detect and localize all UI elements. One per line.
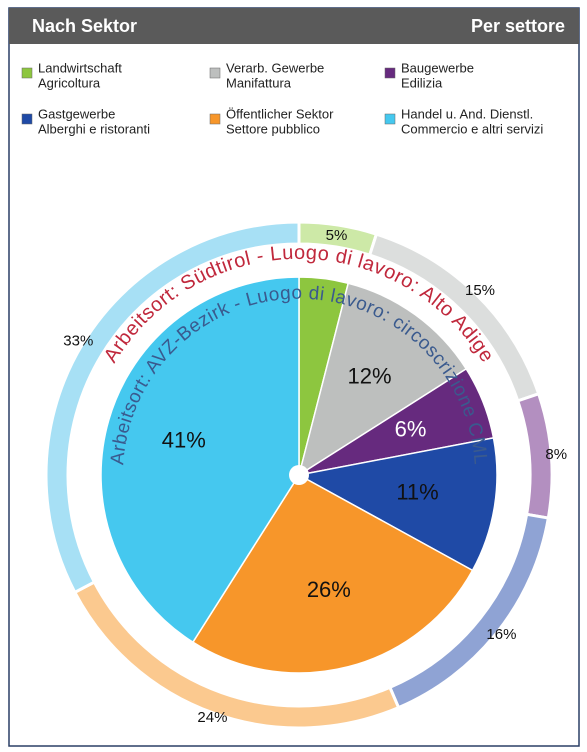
legend-label-it: Manifattura: [226, 75, 292, 90]
pie-slice: [297, 282, 468, 477]
value-label: 15%: [465, 282, 495, 299]
pie-slice: [296, 437, 498, 572]
value-label: 5%: [326, 227, 348, 244]
legend-swatch: [384, 113, 396, 125]
legend-label-it: Edilizia: [401, 75, 443, 90]
value-label: 41%: [162, 427, 206, 452]
title: Nach Sektor: [32, 16, 137, 36]
legend-label-it: Alberghi e ristoranti: [38, 121, 150, 136]
legend-swatch: [209, 113, 221, 125]
legend-swatch: [21, 67, 33, 79]
pie-slice: [191, 474, 474, 674]
center-hole: [289, 465, 309, 485]
legend-label: Öffentlicher Sektor: [226, 106, 334, 121]
pie-slice: [44, 220, 301, 595]
legend-label: Gastgewerbe: [38, 106, 115, 121]
value-label: 33%: [63, 332, 93, 349]
value-label: 24%: [197, 709, 227, 726]
legend-label-it: Settore pubblico: [226, 121, 320, 136]
value-label: 6%: [395, 417, 427, 442]
legend-label-it: Agricoltura: [38, 75, 101, 90]
value-label: 16%: [486, 626, 516, 643]
legend-label: Baugewerbe: [401, 60, 474, 75]
value-label: 8%: [545, 446, 567, 463]
legend-label: Verarb. Gewerbe: [226, 60, 324, 75]
pie-slice: [100, 276, 300, 644]
value-label: 11%: [396, 480, 438, 505]
value-label: 26%: [307, 577, 351, 602]
legend-swatch: [209, 67, 221, 79]
legend-swatch: [384, 67, 396, 79]
legend-swatch: [21, 113, 33, 125]
legend-label: Landwirtschaft: [38, 60, 122, 75]
legend-label-it: Commercio e altri servizi: [401, 121, 543, 136]
header-bar: [9, 8, 579, 44]
subtitle: Per settore: [471, 16, 565, 36]
legend-label: Handel u. And. Dienstl.: [401, 106, 533, 121]
value-label: 12%: [348, 364, 392, 389]
